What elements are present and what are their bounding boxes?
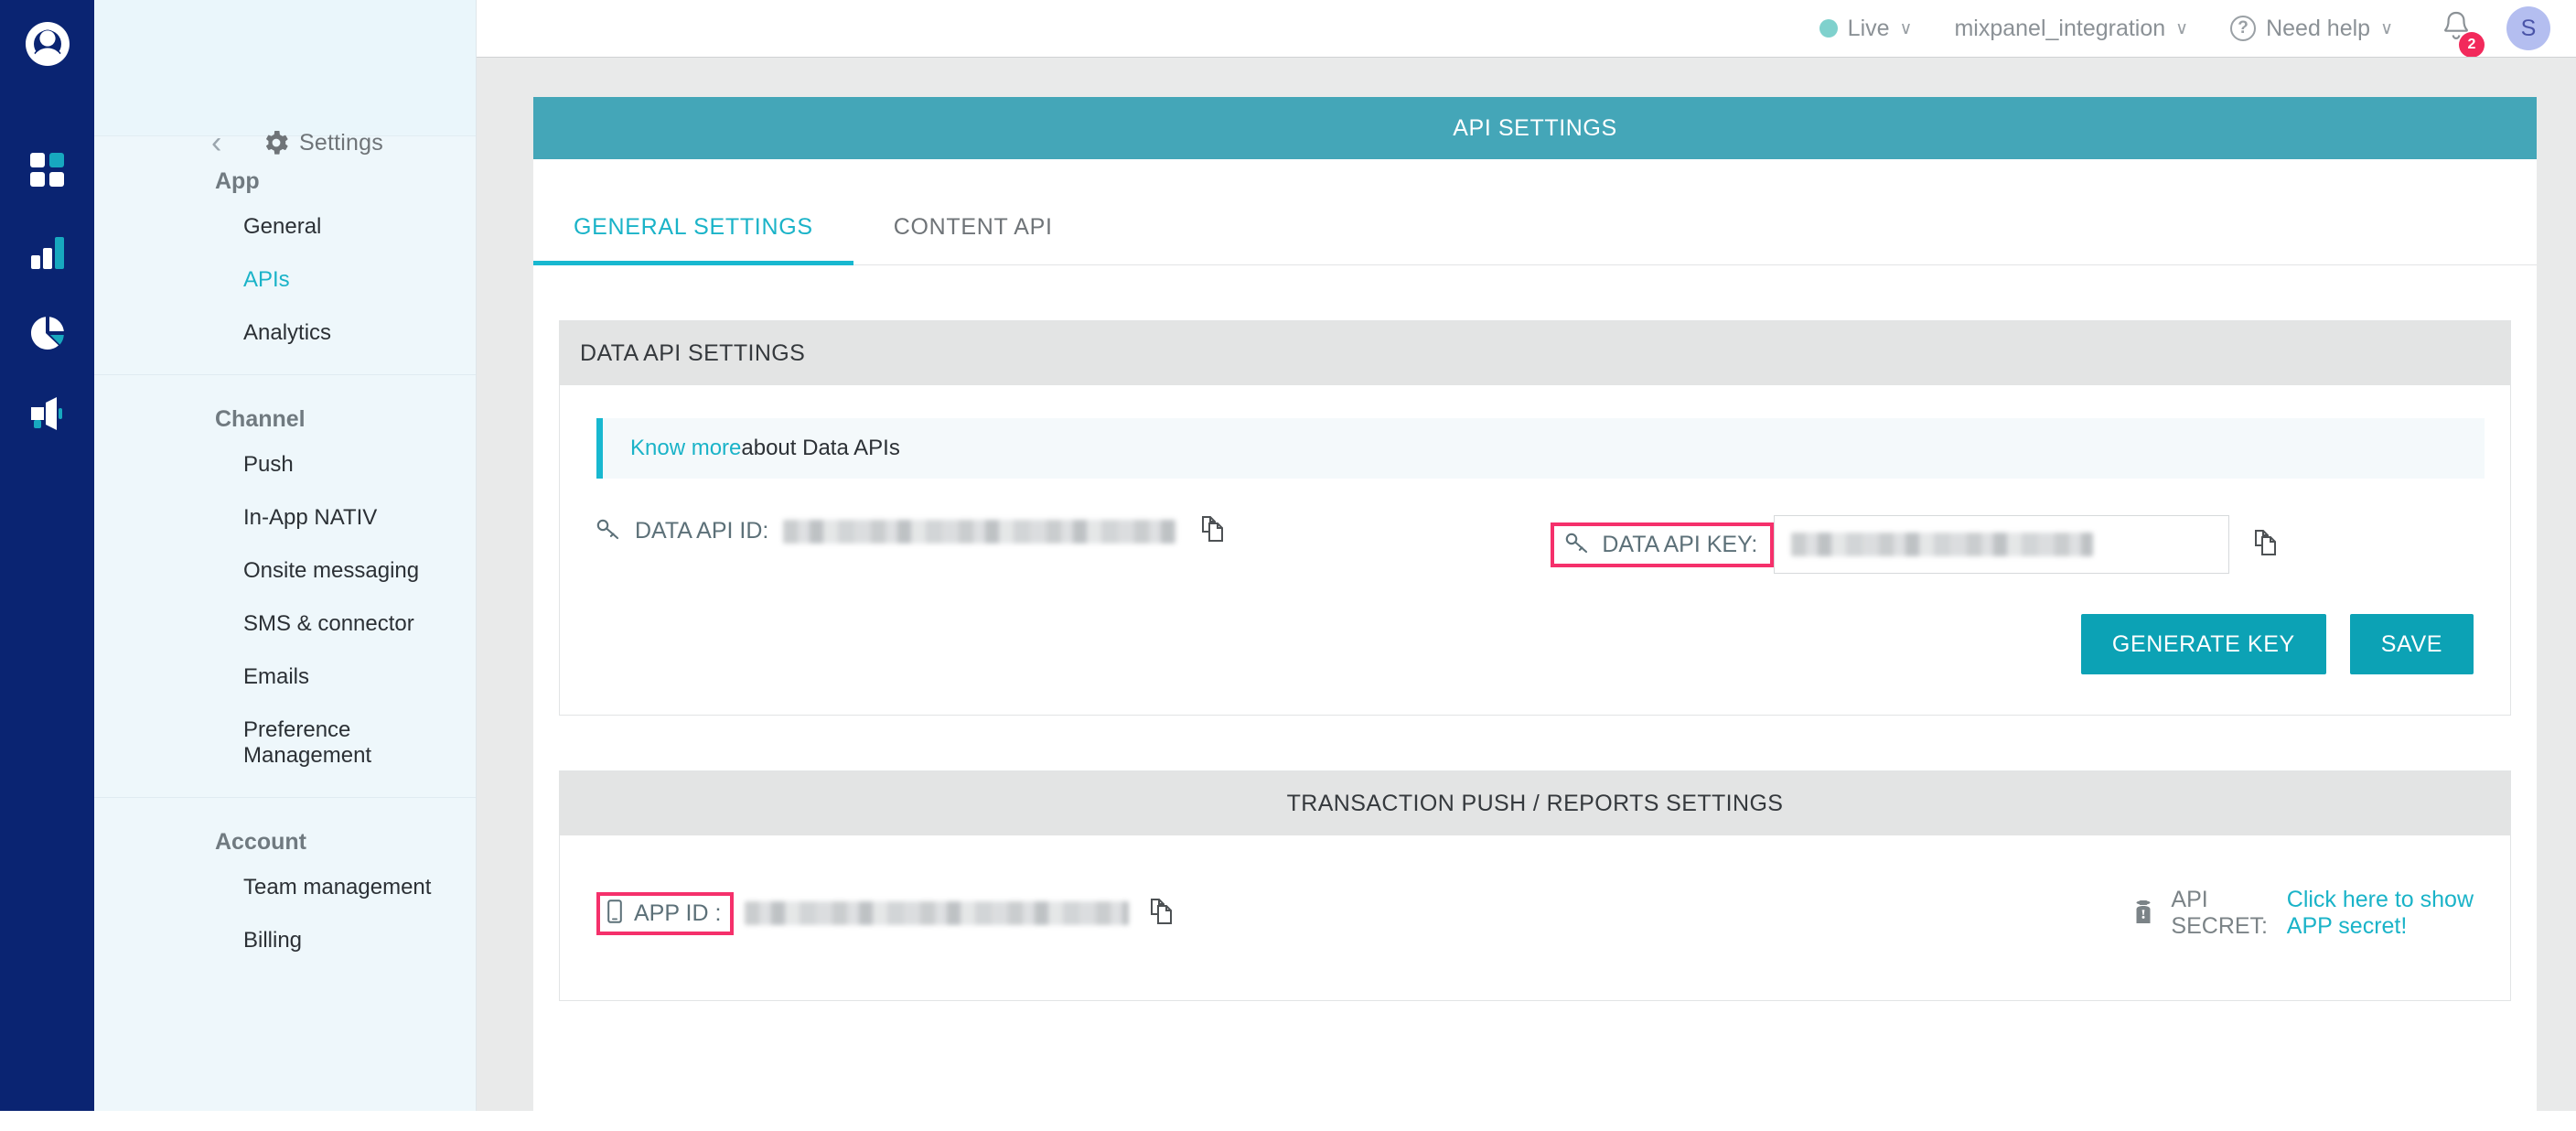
project-selector-dropdown[interactable]: mixpanel_integration ∨: [1954, 16, 2188, 42]
group-title-account: Account: [215, 829, 306, 855]
data-api-actions: GENERATE KEY SAVE: [560, 574, 2510, 715]
mobile-phone-icon: [607, 899, 622, 928]
app-id-value: [745, 901, 1130, 925]
live-status-label: Live: [1847, 15, 1890, 41]
data-api-section-title: DATA API SETTINGS: [560, 321, 2510, 385]
settings-menu: App General APIs Analytics Channel Push …: [94, 137, 476, 1111]
data-api-id-label: DATA API ID:: [635, 518, 769, 544]
data-api-key-highlight: DATA API KEY:: [1551, 522, 1775, 567]
chevron-down-icon: ∨: [2380, 18, 2393, 38]
chevron-down-icon: ∨: [1899, 18, 1913, 38]
notifications-button[interactable]: 2: [2441, 10, 2485, 58]
sidebar-item-push[interactable]: Push: [243, 452, 294, 477]
sidebar-item-analytics[interactable]: Analytics: [243, 320, 332, 345]
settings-header: [94, 0, 476, 136]
app-id-highlight: APP ID :: [596, 891, 735, 935]
sidebar-item-preference-management[interactable]: Preference Management: [243, 717, 372, 768]
sidebar-item-onsite-messaging[interactable]: Onsite messaging: [243, 558, 420, 583]
transaction-push-section: TRANSACTION PUSH / REPORTS SETTINGS: [559, 770, 2511, 1001]
user-avatar[interactable]: S: [2506, 6, 2550, 50]
need-help-label: Need help: [2266, 15, 2371, 41]
know-more-text: about Data APIs: [741, 436, 900, 460]
key-icon: [1565, 532, 1589, 558]
data-api-key-input[interactable]: [1774, 515, 2230, 574]
data-api-credentials-row: DATA API ID:: [560, 479, 2510, 574]
tab-content-api[interactable]: CONTENT API: [893, 214, 1053, 240]
transaction-section-title: TRANSACTION PUSH / REPORTS SETTINGS: [560, 771, 2510, 835]
bell-icon: [2444, 11, 2468, 39]
save-button[interactable]: SAVE: [2349, 614, 2474, 674]
menu-group-channel: Channel Push In-App NATIV Onsite messagi…: [94, 374, 476, 797]
data-api-id-value: [783, 519, 1177, 544]
data-api-section-body: Know more about Data APIs DATA API ID:: [560, 418, 2510, 715]
app-id-field: APP ID :: [560, 891, 1175, 935]
sidebar-item-sms-connector[interactable]: SMS & connector: [243, 611, 414, 636]
data-api-id-field: DATA API ID:: [560, 515, 1226, 547]
show-app-secret-link[interactable]: Click here to show APP secret!: [2286, 887, 2474, 939]
transaction-section-body: APP ID :: [560, 835, 2510, 1000]
copy-icon[interactable]: [2253, 529, 2279, 561]
copy-icon[interactable]: [1200, 515, 1226, 547]
notification-badge: 2: [2459, 31, 2485, 58]
tab-bar: GENERAL SETTINGS CONTENT API: [533, 159, 2537, 265]
settings-sidebar: ‹ Settings App General APIs Analytics Ch…: [94, 0, 477, 1111]
api-secret-label: API SECRET:: [2171, 887, 2269, 939]
sidebar-item-in-app-nativ[interactable]: In-App NATIV: [243, 505, 378, 530]
page-title: API SETTINGS: [533, 97, 2537, 159]
know-more-banner: Know more about Data APIs: [596, 418, 2485, 479]
data-api-key-field: DATA API KEY:: [1514, 515, 2279, 574]
copy-icon[interactable]: [1149, 898, 1175, 930]
menu-group-app: App General APIs Analytics: [94, 137, 476, 374]
content-area: API SETTINGS GENERAL SETTINGS CONTENT AP…: [477, 57, 2576, 1131]
sidebar-item-general[interactable]: General: [243, 214, 322, 239]
live-status-dot-icon: [1819, 19, 1838, 38]
sidebar-item-apis[interactable]: APIs: [243, 267, 290, 292]
transaction-credentials-row: APP ID :: [560, 835, 2510, 1000]
user-avatar-icon[interactable]: [20, 16, 75, 71]
project-name-label: mixpanel_integration: [1954, 15, 2166, 41]
pie-chart-icon[interactable]: [20, 306, 75, 361]
dashboard-grid-icon[interactable]: [20, 143, 75, 198]
sidebar-item-billing[interactable]: Billing: [243, 928, 303, 953]
api-settings-card: API SETTINGS GENERAL SETTINGS CONTENT AP…: [533, 97, 2537, 1131]
settings-title: Settings: [299, 130, 383, 156]
group-title-app: App: [215, 168, 260, 194]
sidebar-item-team-management[interactable]: Team management: [243, 875, 432, 899]
back-chevron-icon[interactable]: ‹: [211, 125, 222, 160]
chevron-down-icon: ∨: [2175, 18, 2189, 38]
bar-chart-icon[interactable]: [20, 225, 75, 280]
data-api-settings-section: DATA API SETTINGS Know more about Data A…: [559, 320, 2511, 716]
key-icon: [596, 518, 620, 544]
app-id-label: APP ID :: [634, 899, 722, 926]
generate-key-button[interactable]: GENERATE KEY: [2080, 614, 2326, 674]
api-secret-field: API SECRET: Click here to show APP secre…: [2131, 887, 2510, 940]
sidebar-item-emails[interactable]: Emails: [243, 664, 310, 689]
secret-agent-icon: [2131, 899, 2155, 929]
data-api-key-value: [1791, 533, 2094, 556]
need-help-dropdown[interactable]: ? Need help ∨: [2230, 16, 2393, 42]
data-api-key-label: DATA API KEY:: [1602, 531, 1758, 557]
megaphone-icon[interactable]: [20, 386, 75, 441]
gear-icon: [264, 131, 288, 159]
question-mark-icon: ?: [2230, 16, 2257, 41]
top-header-bar: Live ∨ mixpanel_integration ∨ ? Need hel…: [477, 0, 2576, 58]
live-status-dropdown[interactable]: Live ∨: [1819, 15, 1913, 42]
group-title-channel: Channel: [215, 406, 306, 432]
menu-group-account: Account Team management Billing: [94, 797, 476, 982]
primary-icon-rail: [0, 0, 94, 1111]
tab-general-settings[interactable]: GENERAL SETTINGS: [533, 214, 853, 265]
know-more-link[interactable]: Know more: [630, 436, 742, 460]
